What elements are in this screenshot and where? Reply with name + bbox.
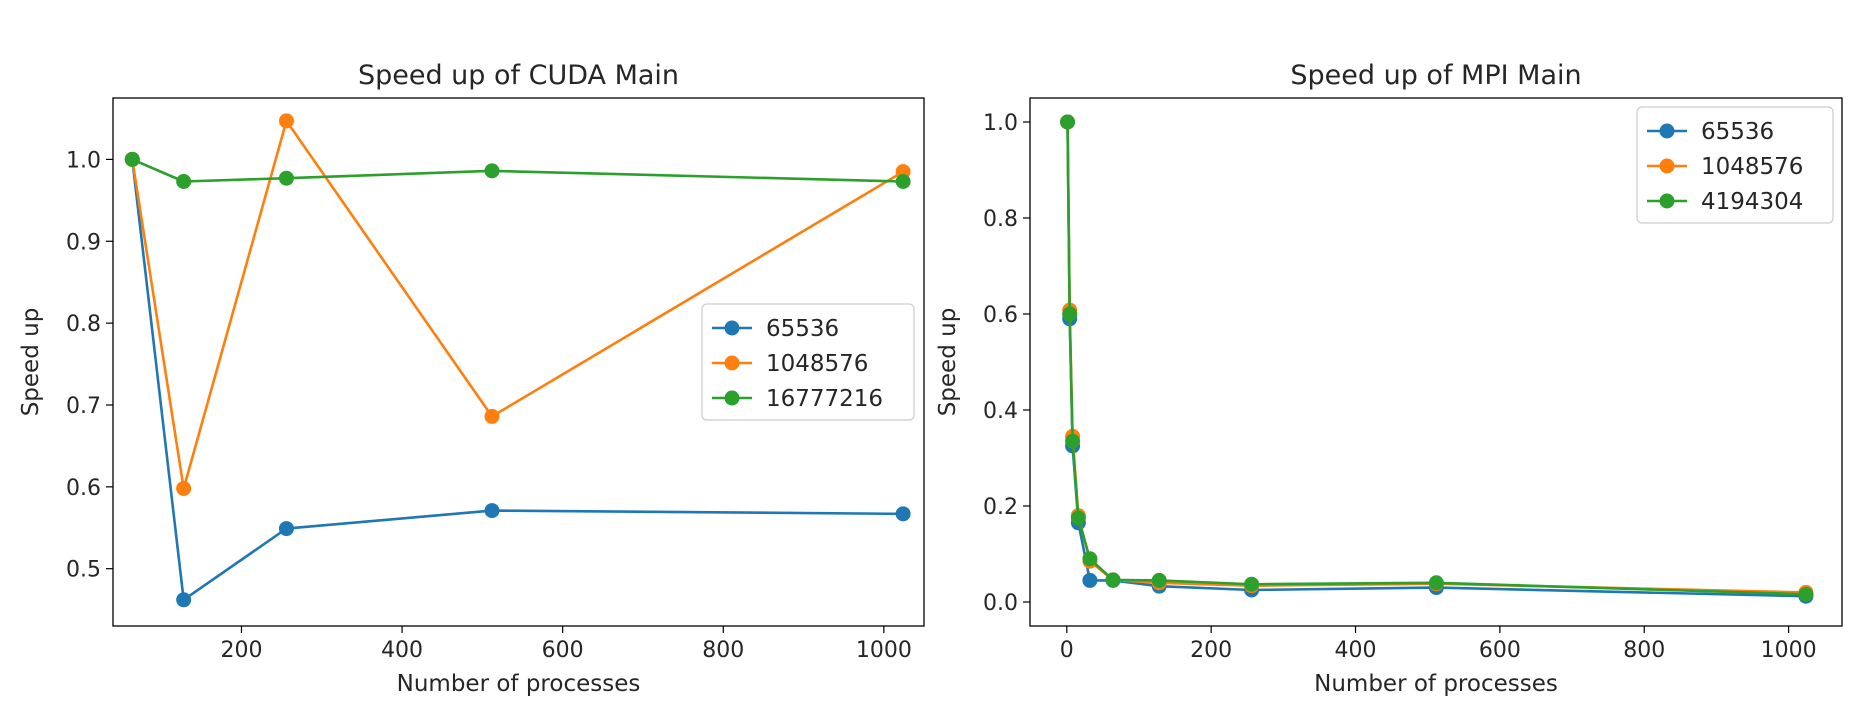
chart-1: Speed up of CUDA Main 200 400 600 800 1000 0.5… [18, 60, 925, 697]
x-tick-label: 1000 [1761, 638, 1817, 663]
legend-label: 1048576 [1701, 154, 1803, 180]
legend-marker [1659, 158, 1675, 174]
legend-marker [724, 390, 740, 406]
legend-marker [1659, 123, 1675, 139]
y-tick-label: 0.6 [983, 303, 1018, 328]
data-point [1244, 576, 1260, 592]
x-tick-label: 400 [381, 638, 423, 663]
plot-frame [1029, 97, 1843, 627]
x-axis-label: Number of processes [1314, 671, 1558, 697]
data-point [176, 480, 192, 496]
data-point [1428, 575, 1444, 591]
data-point [1082, 551, 1098, 567]
legend-label: 1048576 [766, 351, 868, 377]
data-point [1065, 433, 1081, 449]
y-tick-label: 0.2 [983, 495, 1018, 520]
legend-label: 4194304 [1701, 189, 1803, 215]
y-tick-label: 0.4 [983, 399, 1018, 424]
data-point [895, 506, 911, 522]
data-point [1105, 572, 1121, 588]
series-line-4194304 [1066, 121, 1806, 596]
legend-label: 65536 [766, 316, 839, 342]
data-point [1082, 572, 1098, 588]
data-point [124, 151, 140, 167]
data-point [1060, 114, 1076, 130]
y-tick-label: 0.8 [983, 207, 1018, 232]
x-tick-label: 800 [702, 638, 744, 663]
x-tick-label: 200 [1190, 638, 1232, 663]
chart-title: Speed up of MPI Main [1290, 60, 1581, 91]
data-point [1062, 306, 1078, 322]
data-point [895, 173, 911, 189]
data-point [278, 170, 294, 186]
data-point [278, 521, 294, 537]
x-tick-label: 0 [1060, 638, 1074, 663]
chart-2: Speed up of MPI Main 0 200 400 600 800 1000 0.0… [935, 60, 1843, 697]
y-tick-label: 0.8 [66, 312, 101, 337]
series-line-16777216 [131, 158, 904, 183]
x-tick-label: 600 [1479, 638, 1521, 663]
legend-label: 65536 [1701, 119, 1774, 145]
data-point [278, 113, 294, 129]
data-point [176, 173, 192, 189]
x-tick-label: 800 [1623, 638, 1665, 663]
y-axis-label: Speed up [18, 308, 44, 417]
legend-marker [724, 355, 740, 371]
legend-box [701, 303, 915, 421]
legend-label: 16777216 [766, 386, 883, 412]
legend-marker [1659, 193, 1675, 209]
legend-box [1636, 106, 1834, 224]
x-tick-label: 600 [542, 638, 584, 663]
data-point [484, 503, 500, 519]
data-point [484, 408, 500, 424]
y-axis-label: Speed up [935, 308, 961, 417]
data-point [1798, 586, 1814, 602]
x-tick-label: 200 [220, 638, 262, 663]
y-tick-label: 0.9 [66, 230, 101, 255]
y-tick-label: 0.7 [66, 394, 101, 419]
data-point [1070, 510, 1086, 526]
x-tick-label: 400 [1335, 638, 1377, 663]
x-tick-label: 1000 [856, 638, 912, 663]
y-tick-label: 0.5 [66, 558, 101, 583]
data-point [1151, 572, 1167, 588]
y-tick-label: 0.6 [66, 476, 101, 501]
y-tick-label: 1.0 [66, 148, 101, 173]
y-tick-label: 1.0 [983, 111, 1018, 136]
chart-title: Speed up of CUDA Main [358, 60, 679, 91]
x-axis-label: Number of processes [397, 671, 641, 697]
plot-frame [112, 97, 925, 627]
legend-marker [724, 320, 740, 336]
y-tick-label: 0.0 [983, 591, 1018, 616]
data-point [176, 592, 192, 608]
data-point [484, 163, 500, 179]
